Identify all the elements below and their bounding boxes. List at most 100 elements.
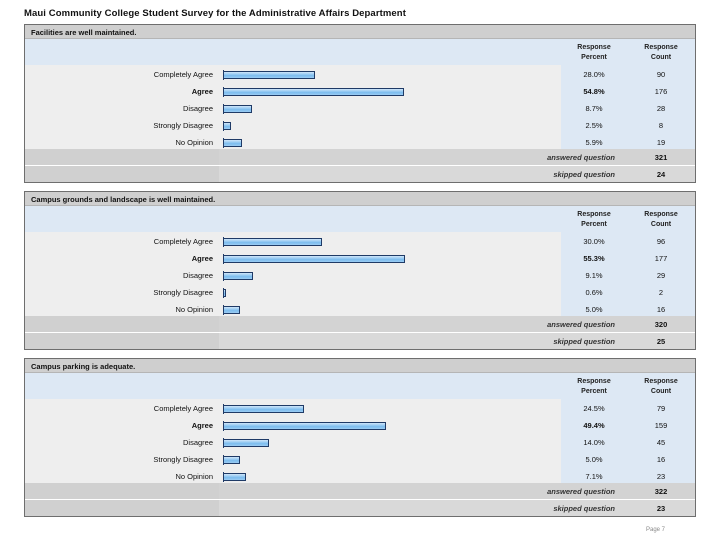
response-percent-value: 8.7% [585,104,603,113]
question-title: Campus grounds and landscape is well mai… [25,192,695,206]
response-percent-value: 0.6% [585,288,603,297]
response-percent-header-line1: Response [577,211,611,218]
question-title: Campus parking is adequate. [25,359,695,373]
numeric-columns-background [561,399,695,483]
bar [223,255,406,263]
category-label: Completely Agree [153,404,213,413]
summary-left-cell [25,166,219,182]
skipped-question-row: skipped question 25 [25,333,695,349]
category-label: Completely Agree [153,70,213,79]
response-count-header-line1: Response [644,211,678,218]
response-count-value: 79 [656,404,666,413]
bar [223,88,404,96]
response-count-value: 19 [656,138,666,147]
response-count-header: Response Count [628,377,694,397]
answered-question-row: answered question 321 [25,149,695,166]
category-label: Strongly Disagree [153,288,213,297]
answered-question-count: 320 [654,320,668,329]
question-title: Facilities are well maintained. [25,25,695,39]
response-percent-value: 28.0% [583,70,605,79]
category-label: Disagree [182,104,213,113]
category-label: Disagree [182,271,213,280]
answered-question-row: answered question 322 [25,483,695,500]
category-label: Strongly Disagree [153,121,213,130]
skipped-question-count: 25 [656,337,666,346]
response-count-value: 2 [658,288,664,297]
response-percent-value: 55.3% [583,254,605,263]
response-percent-value: 30.0% [583,237,605,246]
response-count-header-line2: Count [650,388,672,395]
bar [223,473,247,481]
response-count-value: 90 [656,70,666,79]
response-percent-value: 54.8% [583,87,605,96]
bar [223,272,254,280]
column-header-band [25,206,695,232]
page-number: Page 7 [646,527,666,533]
response-count-value: 45 [656,438,666,447]
response-count-value: 96 [656,237,666,246]
category-label: Disagree [182,438,213,447]
answered-question-label: answered question [547,320,615,329]
summary-left-cell [25,483,219,499]
skipped-question-row: skipped question 24 [25,166,695,182]
response-count-value: 8 [658,121,664,130]
response-count-header: Response Count [628,210,694,230]
summary-left-cell [25,333,219,349]
summary-left-cell [25,149,219,165]
response-percent-header-line2: Percent [581,388,607,395]
skipped-question-count: 24 [656,170,666,179]
response-count-value: 176 [654,87,668,96]
skipped-question-count: 23 [656,504,666,513]
response-percent-value: 5.9% [585,138,603,147]
answered-question-row: answered question 320 [25,316,695,333]
category-label: Completely Agree [153,237,213,246]
answered-question-count: 322 [654,487,668,496]
response-percent-value: 7.1% [585,472,603,481]
response-count-value: 159 [654,421,668,430]
survey-question-block: Campus grounds and landscape is well mai… [24,191,696,350]
category-label: Strongly Disagree [153,455,213,464]
category-label: No Opinion [175,138,213,147]
bar [223,405,304,413]
bar [223,456,240,464]
response-count-value: 16 [656,455,666,464]
response-count-header-line2: Count [650,221,672,228]
page-title: Maui Community College Student Survey fo… [24,8,406,19]
bar [223,122,232,130]
column-header-band [25,39,695,65]
response-percent-header-line1: Response [577,378,611,385]
response-percent-header-line2: Percent [581,221,607,228]
bar [223,105,252,113]
response-percent-header-line2: Percent [581,54,607,61]
bar [223,422,387,430]
response-count-value: 28 [656,104,666,113]
response-percent-header: Response Percent [561,377,627,397]
response-count-value: 177 [654,254,668,263]
category-label: No Opinion [175,472,213,481]
response-count-header-line2: Count [650,54,672,61]
bar [223,439,270,447]
response-percent-header-line1: Response [577,44,611,51]
response-count-value: 29 [656,271,666,280]
survey-question-block: Facilities are well maintained. Response P… [24,24,696,183]
answered-question-label: answered question [547,153,615,162]
bar [223,71,316,79]
response-percent-value: 5.0% [585,455,603,464]
answered-question-count: 321 [654,153,668,162]
category-label: Agree [191,254,213,263]
bar [223,139,243,147]
response-count-value: 16 [656,305,666,314]
numeric-columns-background [561,65,695,149]
response-percent-value: 49.4% [583,421,605,430]
column-header-band [25,373,695,399]
response-count-header-line1: Response [644,44,678,51]
bar [223,289,226,297]
response-count-value: 23 [656,472,666,481]
response-count-header-line1: Response [644,378,678,385]
skipped-question-label: skipped question [553,170,615,179]
survey-question-block: Campus parking is adequate. Response Perce… [24,358,696,517]
summary-left-cell [25,500,219,516]
summary-left-cell [25,316,219,332]
category-label: Agree [191,87,213,96]
response-percent-header: Response Percent [561,210,627,230]
